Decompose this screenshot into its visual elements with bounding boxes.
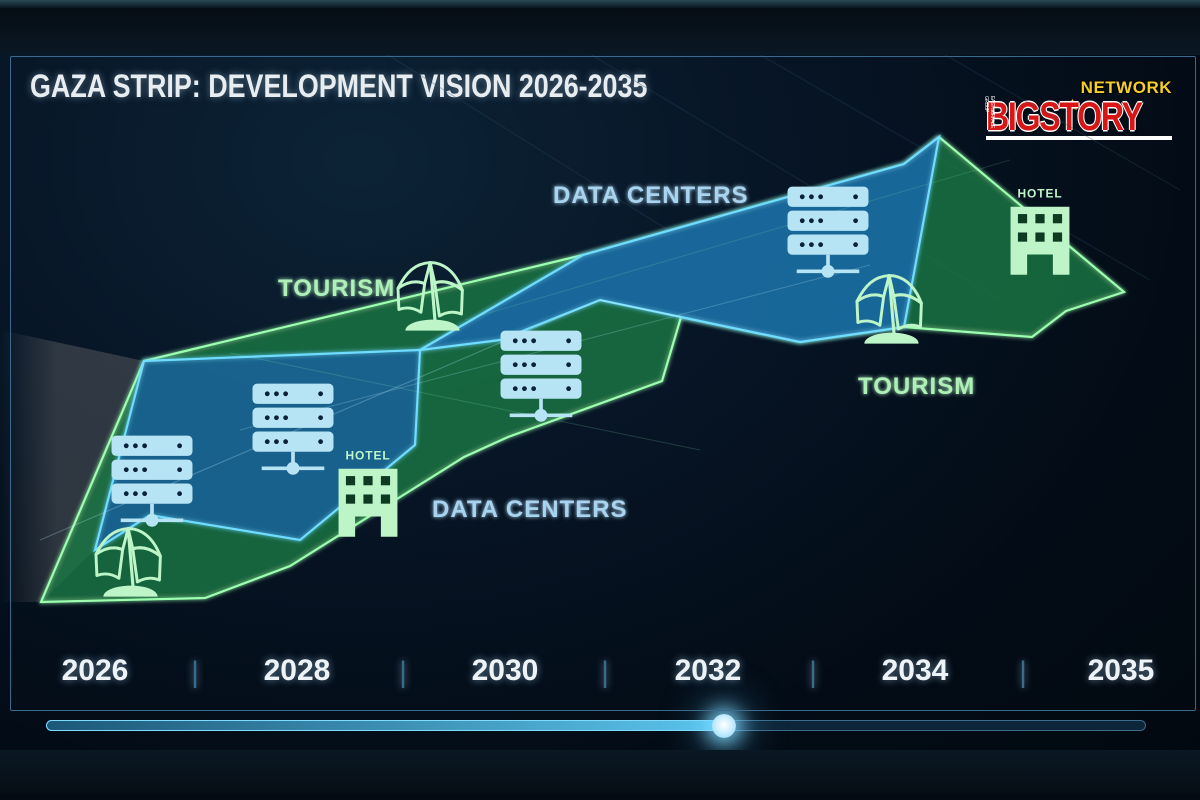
svg-text:DATA CENTERS: DATA CENTERS xyxy=(432,496,628,523)
svg-text:DATA CENTERS: DATA CENTERS xyxy=(553,182,749,209)
svg-text:TOURISM: TOURISM xyxy=(858,373,975,400)
svg-text:TOURISM: TOURISM xyxy=(278,275,395,302)
